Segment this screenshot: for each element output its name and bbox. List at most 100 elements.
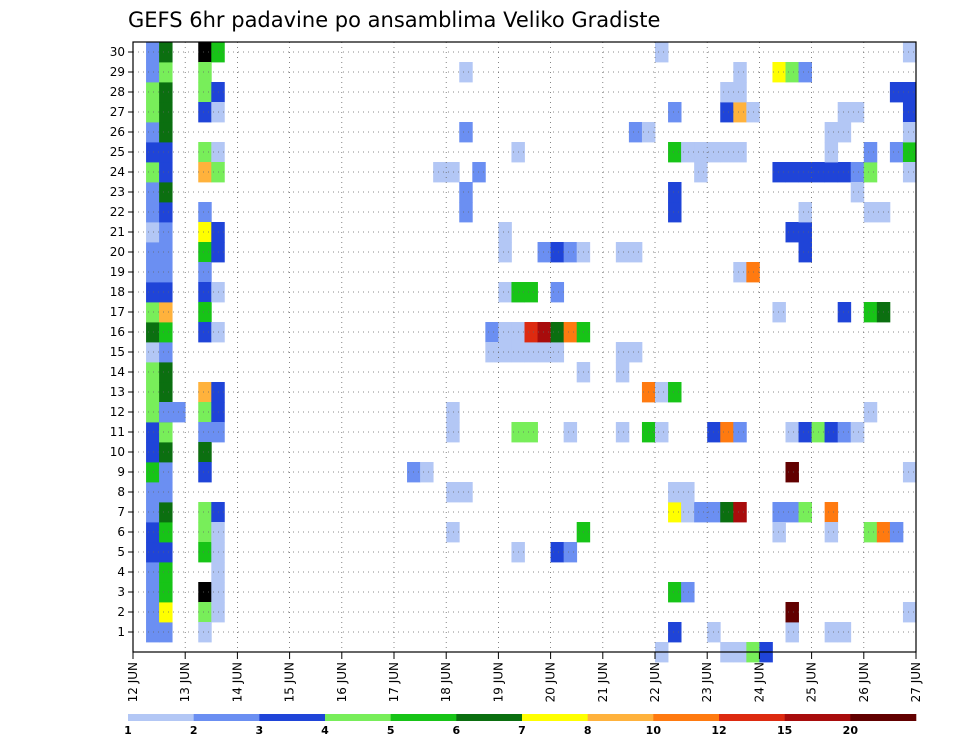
heatmap-cell [902, 162, 916, 183]
chart-title: GEFS 6hr padavine po ansamblima Veliko G… [128, 8, 660, 32]
heatmap-cell [159, 62, 173, 83]
heatmap-cell [198, 62, 212, 83]
heatmap-cell [459, 122, 473, 143]
heatmap-cell [668, 202, 682, 223]
heatmap-cell [863, 142, 878, 163]
heatmap-cell [446, 522, 460, 543]
x-tick-label: 13 JUN [178, 662, 192, 702]
heatmap-cell [863, 522, 878, 543]
heatmap-cell [681, 502, 695, 523]
x-tick-label: 16 JUN [335, 662, 349, 702]
heatmap-cell [824, 162, 839, 183]
heatmap-cell [785, 422, 799, 443]
y-axis: 1234567891011121314151617181920212223242… [110, 45, 133, 639]
heatmap-cell [159, 242, 173, 263]
heatmap-cell [837, 102, 852, 123]
heatmap-cell [733, 142, 747, 163]
heatmap-cell [837, 622, 852, 643]
heatmap-cell [146, 422, 160, 443]
heatmap-cell [628, 122, 643, 143]
x-tick-label: 12 JUN [126, 662, 140, 702]
heatmap-cell [159, 422, 173, 443]
heatmap-cell [159, 442, 173, 463]
x-tick-label: 25 JUN [805, 662, 819, 702]
grid-lines [133, 42, 916, 652]
heatmap-cell [159, 222, 173, 243]
heatmap-cell [628, 242, 643, 263]
x-tick-label: 22 JUN [648, 662, 662, 702]
heatmap-cell [159, 82, 173, 103]
heatmap-cell [902, 122, 916, 143]
heatmap-cell [798, 222, 812, 243]
heatmap-cell [498, 342, 512, 363]
y-tick-label: 1 [117, 625, 125, 639]
heatmap-cell [198, 162, 212, 183]
legend-swatch [850, 714, 917, 721]
plot-frame [132, 41, 917, 653]
heatmap-cell [785, 62, 799, 83]
heatmap-cell [837, 302, 852, 323]
heatmap-cell [720, 422, 734, 443]
heatmap-cell [524, 322, 538, 343]
y-tick-label: 11 [110, 425, 125, 439]
x-tick-label: 19 JUN [491, 662, 505, 702]
heatmap-cell [798, 502, 812, 523]
heatmap-cell [498, 282, 512, 303]
heatmap-cell [485, 342, 499, 363]
y-tick-label: 27 [110, 105, 125, 119]
heatmap-cell [198, 222, 212, 243]
heatmap-cell [420, 462, 434, 483]
heatmap-cell [772, 62, 786, 83]
heatmap-cell [694, 502, 708, 523]
heatmap-cell [198, 502, 212, 523]
heatmap-cell [146, 522, 160, 543]
y-tick-label: 4 [117, 565, 125, 579]
heatmap-cell [550, 542, 565, 563]
heatmap-cell [146, 202, 160, 223]
heatmap-cell [785, 462, 799, 483]
heatmap-cell [733, 82, 747, 103]
legend-label: 15 [777, 724, 792, 737]
y-tick-label: 17 [110, 305, 125, 319]
heatmap-cell [146, 362, 160, 383]
heatmap-cell [863, 402, 878, 423]
heatmap-cell [472, 162, 486, 183]
heatmap-cell [668, 382, 682, 403]
heatmap-cell [615, 242, 630, 263]
heatmap-cell [159, 162, 173, 183]
y-tick-label: 5 [117, 545, 125, 559]
heatmap-cell [146, 602, 160, 623]
heatmap-cell [159, 382, 173, 403]
y-tick-label: 12 [110, 405, 125, 419]
heatmap-cell [498, 222, 512, 243]
heatmap-cell [198, 262, 212, 283]
heatmap-cell [146, 102, 160, 123]
heatmap-cell [459, 62, 473, 83]
heatmap-cell [863, 302, 878, 323]
heatmap-cell [668, 102, 682, 123]
heatmap-cell [902, 82, 916, 103]
heatmap-cell [159, 102, 173, 123]
legend-swatch [325, 714, 391, 721]
heatmap-cell [198, 202, 212, 223]
y-tick-label: 19 [110, 265, 125, 279]
heatmap-cell [824, 522, 839, 543]
legend-swatch [259, 714, 326, 721]
heatmap-cell [524, 282, 538, 303]
heatmap-cell [720, 102, 734, 123]
heatmap-cell [198, 442, 212, 463]
heatmap-cell [850, 182, 865, 203]
y-tick-label: 3 [117, 585, 125, 599]
heatmap-cell [146, 462, 160, 483]
heatmap-cell [146, 542, 160, 563]
heatmap-cell [824, 422, 839, 443]
heatmap-cell [785, 622, 799, 643]
heatmap-cell [198, 242, 212, 263]
heatmap-cell [733, 62, 747, 83]
heatmap-cell [146, 502, 160, 523]
heatmap-cell [159, 582, 173, 603]
heatmap-cell [146, 122, 160, 143]
x-tick-label: 14 JUN [230, 662, 244, 702]
legend-swatch [390, 714, 457, 721]
